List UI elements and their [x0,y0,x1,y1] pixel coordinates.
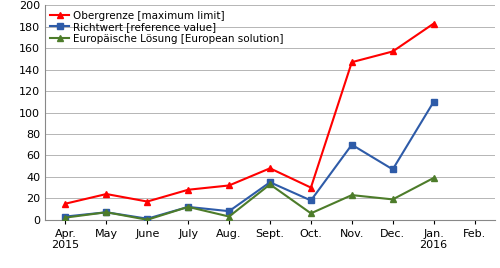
Europäische Lösung [European solution] [226,215,232,218]
Obergrenze [maximum limit] [267,167,273,170]
Europäische Lösung [European solution] [267,183,273,186]
Europäische Lösung [European solution] [62,216,68,219]
Richtwert [reference value] [104,211,110,214]
Richtwert [reference value] [226,210,232,213]
Richtwert [reference value] [349,143,355,146]
Richtwert [reference value] [185,205,191,209]
Obergrenze [maximum limit] [185,188,191,191]
Line: Europäische Lösung [European solution]: Europäische Lösung [European solution] [62,174,437,223]
Obergrenze [maximum limit] [144,200,150,203]
Europäische Lösung [European solution] [144,218,150,221]
Obergrenze [maximum limit] [349,61,355,64]
Obergrenze [maximum limit] [390,50,396,53]
Richtwert [reference value] [144,217,150,220]
Richtwert [reference value] [62,215,68,218]
Europäische Lösung [European solution] [430,176,436,180]
Europäische Lösung [European solution] [104,211,110,214]
Obergrenze [maximum limit] [308,186,314,189]
Richtwert [reference value] [267,181,273,184]
Europäische Lösung [European solution] [185,205,191,209]
Obergrenze [maximum limit] [62,202,68,205]
Europäische Lösung [European solution] [349,193,355,197]
Europäische Lösung [European solution] [390,198,396,201]
Richtwert [reference value] [390,168,396,171]
Legend: Obergrenze [maximum limit], Richtwert [reference value], Europäische Lösung [Eur: Obergrenze [maximum limit], Richtwert [r… [48,9,286,46]
Line: Richtwert [reference value]: Richtwert [reference value] [62,98,437,222]
Obergrenze [maximum limit] [104,192,110,196]
Richtwert [reference value] [308,199,314,202]
Obergrenze [maximum limit] [226,184,232,187]
Richtwert [reference value] [430,100,436,103]
Europäische Lösung [European solution] [308,212,314,215]
Obergrenze [maximum limit] [430,22,436,25]
Line: Obergrenze [maximum limit]: Obergrenze [maximum limit] [62,20,437,207]
